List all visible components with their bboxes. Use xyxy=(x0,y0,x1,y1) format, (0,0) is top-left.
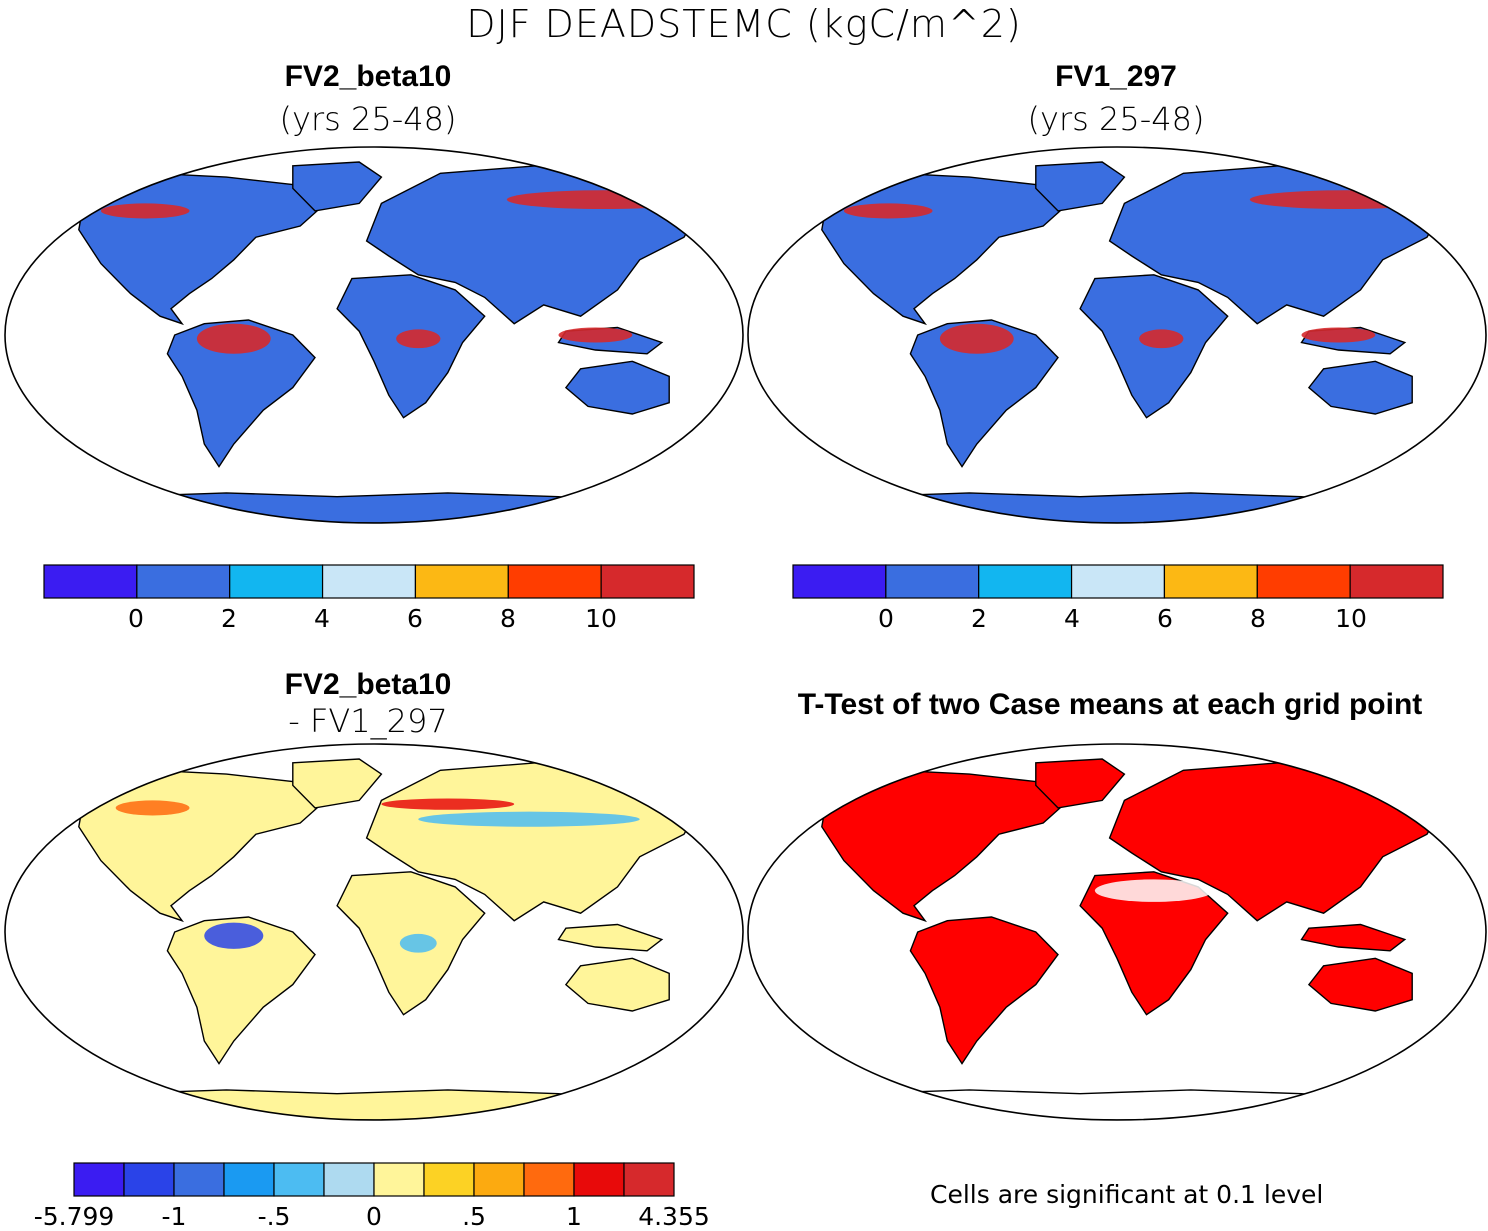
p2-land xyxy=(821,161,1451,523)
cbar1-tick-3: 6 xyxy=(407,604,423,633)
cbar1-tick-1: 2 xyxy=(221,604,237,633)
cbar1-swatch-3 xyxy=(321,564,417,599)
cbar1-tick-5: 10 xyxy=(585,604,617,633)
p3-maritime xyxy=(557,923,664,952)
cbar3-swatch-4 xyxy=(273,1162,325,1197)
p1-frame xyxy=(4,146,744,524)
p1-highlight xyxy=(196,323,271,354)
p3-anomaly xyxy=(418,811,640,827)
cbar2-tick-5: 10 xyxy=(1335,604,1367,633)
p4-greenland xyxy=(1035,758,1126,809)
p3-australia xyxy=(564,957,670,1012)
p1-south-america xyxy=(166,319,316,468)
p4-australia xyxy=(1307,957,1413,1012)
p3-greenland xyxy=(292,758,383,809)
p1-land xyxy=(78,161,708,523)
cbar3-swatch-10 xyxy=(573,1162,625,1197)
cbar3-swatch-11 xyxy=(623,1162,675,1197)
panel-2-subtitle: (yrs 25-48) xyxy=(1027,100,1205,138)
figure-title: DJF DEADSTEMC (kgC/m^2) xyxy=(466,2,1022,46)
cbar3-tick-3: 0 xyxy=(366,1202,382,1231)
cbar3-tick-2: -.5 xyxy=(257,1202,291,1231)
cbar1-swatch-0 xyxy=(43,564,138,599)
p2-frame xyxy=(747,146,1487,524)
panel-1-title: FV2_beta10 xyxy=(284,60,452,93)
cbar3-swatch-2 xyxy=(173,1162,225,1197)
cbar1-swatch-4 xyxy=(414,564,509,599)
cbar1-tick-4: 8 xyxy=(500,604,516,633)
cbar3-tick-1: -1 xyxy=(161,1202,187,1231)
p3-south-america xyxy=(166,916,316,1065)
cbar3-swatch-8 xyxy=(473,1162,525,1197)
cbar3-swatch-7 xyxy=(423,1162,475,1197)
panel-3-title: FV2_beta10 xyxy=(284,668,452,701)
p1-greenland xyxy=(292,161,383,212)
panel-3-subtitle: - FV1_297 xyxy=(288,702,448,740)
cbar3-tick-0: -5.799 xyxy=(33,1202,115,1231)
cbar1-swatch-6 xyxy=(600,564,695,599)
cbar1-tick-0: 0 xyxy=(128,604,144,633)
cbar1-swatch-2 xyxy=(229,564,324,599)
p3-frame xyxy=(4,743,744,1121)
p4-land xyxy=(821,758,1451,1120)
cbar2-tick-4: 8 xyxy=(1250,604,1266,633)
p2-south-america xyxy=(909,319,1059,468)
p4-south-america xyxy=(909,916,1059,1065)
cbar3-tick-5: 1 xyxy=(566,1202,582,1231)
p1-australia xyxy=(564,360,670,415)
p2-highlight xyxy=(1139,329,1184,349)
cbar3-tick-6: 4.355 xyxy=(638,1202,710,1231)
p2-highlight xyxy=(843,203,933,219)
cbar3-swatch-0 xyxy=(73,1162,125,1197)
cbar3-swatch-9 xyxy=(523,1162,575,1197)
panel-4-title: T-Test of two Case means at each grid po… xyxy=(797,688,1423,721)
cbar2-tick-0: 0 xyxy=(878,604,894,633)
p2-highlight xyxy=(1301,327,1376,343)
cbar3-swatch-3 xyxy=(223,1162,275,1197)
p4-frame xyxy=(747,743,1487,1121)
cbar2-tick-2: 4 xyxy=(1064,604,1080,633)
cbar1-swatch-1 xyxy=(136,564,231,599)
p4-not-significant xyxy=(1094,879,1213,902)
panel-2-title: FV1_297 xyxy=(1055,60,1177,93)
p3-anomaly xyxy=(399,933,437,953)
cbar3-swatch-6 xyxy=(373,1162,425,1197)
cbar2-swatch-0 xyxy=(792,564,887,599)
p4-maritime xyxy=(1300,923,1407,952)
p3-anomaly xyxy=(115,800,190,816)
panel-1-subtitle: (yrs 25-48) xyxy=(279,100,457,138)
p3-land xyxy=(78,758,708,1120)
p3-anomaly xyxy=(381,798,515,810)
p2-australia xyxy=(1307,360,1413,415)
p2-highlight xyxy=(939,323,1014,354)
cbar2-tick-1: 2 xyxy=(971,604,987,633)
p1-highlight xyxy=(100,203,190,219)
p1-highlight xyxy=(558,327,633,343)
cbar3-tick-4: .5 xyxy=(462,1202,486,1231)
cbar1-tick-2: 4 xyxy=(314,604,330,633)
p3-anomaly xyxy=(204,922,264,949)
p2-greenland xyxy=(1035,161,1126,212)
cbar3-swatch-5 xyxy=(323,1162,375,1197)
significance-note: Cells are significant at 0.1 level xyxy=(930,1180,1324,1209)
cbar2-swatch-6 xyxy=(1349,564,1444,599)
p4-north-america xyxy=(821,769,1075,923)
cbar3-swatch-1 xyxy=(123,1162,175,1197)
cbar2-tick-3: 6 xyxy=(1157,604,1173,633)
cbar1-swatch-5 xyxy=(507,564,602,599)
p1-highlight xyxy=(396,329,441,349)
